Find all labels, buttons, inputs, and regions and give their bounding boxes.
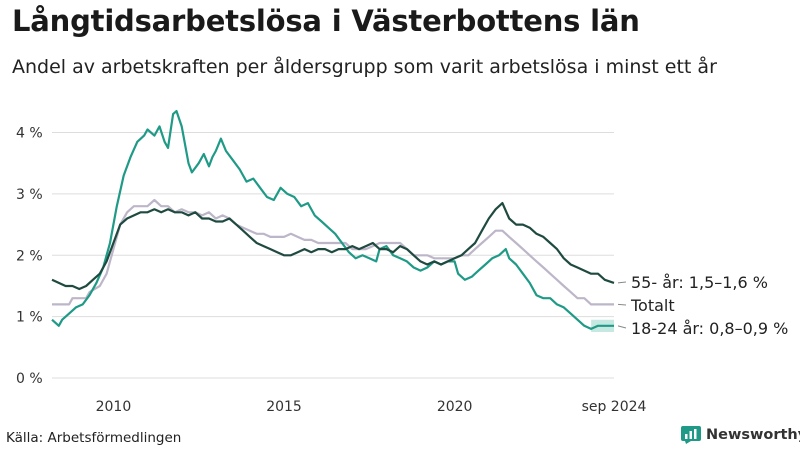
end-label-total: Totalt — [630, 296, 675, 315]
brand-name: Newsworthy — [706, 427, 800, 443]
y-tick-label: 2 % — [16, 248, 43, 264]
leader-line-total — [617, 303, 627, 306]
y-tick-label: 3 % — [16, 187, 43, 203]
end-label-older: 55- år: 1,5–1,6 % — [631, 273, 768, 292]
leader-line-young — [617, 325, 627, 329]
leader-line-older — [617, 281, 627, 284]
chart-subtitle: Andel av arbetskraften per åldersgrupp s… — [12, 56, 717, 78]
series-line-total — [52, 198, 614, 306]
y-tick-label: 1 % — [16, 310, 43, 326]
brand-logo: Newsworthy — [681, 426, 800, 444]
end-label-young: 18-24 år: 0,8–0,9 % — [631, 319, 788, 338]
source-note: Källa: Arbetsförmedlingen — [6, 430, 182, 446]
y-tick-label: 4 % — [16, 126, 43, 142]
series-line-older — [51, 202, 615, 291]
x-tick-label: 2020 — [437, 399, 473, 415]
newsworthy-logo-icon — [681, 426, 701, 444]
x-tick-label: 2010 — [96, 399, 132, 415]
x-tick-label: sep 2024 — [582, 399, 647, 415]
chart-title: Långtidsarbetslösa i Västerbottens län — [12, 4, 640, 38]
y-tick-label: 0 % — [16, 371, 43, 387]
series-line-young — [51, 110, 614, 330]
x-tick-label: 2015 — [266, 399, 302, 415]
